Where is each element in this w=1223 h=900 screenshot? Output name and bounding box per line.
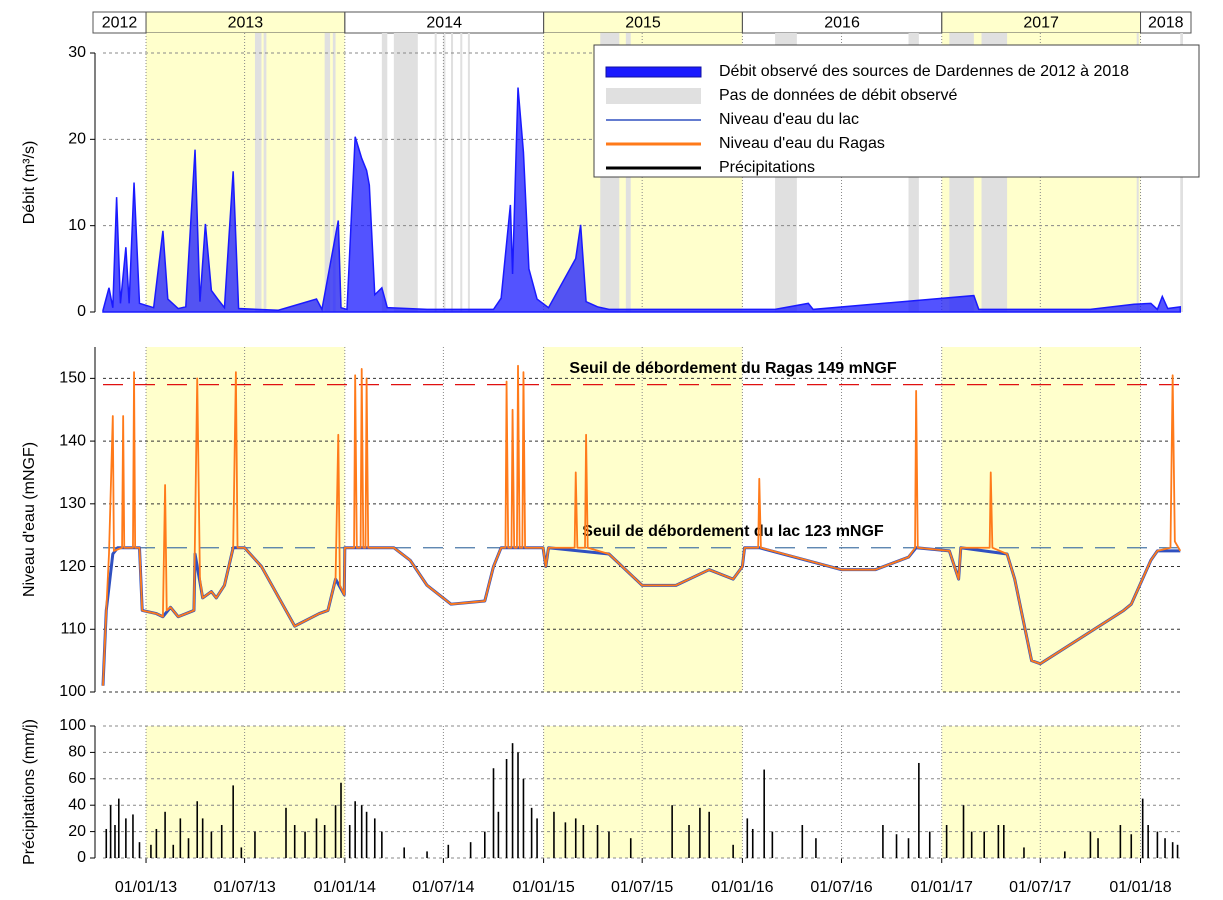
y-tick-label: 10 bbox=[68, 217, 86, 234]
y-tick-label: 20 bbox=[68, 823, 86, 840]
x-tick-label: 01/01/17 bbox=[911, 879, 973, 896]
y-tick-label: 120 bbox=[59, 558, 86, 575]
year-label: 2018 bbox=[1148, 15, 1184, 32]
year-label: 2013 bbox=[228, 15, 264, 32]
flow-area bbox=[102, 87, 1182, 313]
data-gap bbox=[263, 33, 267, 312]
threshold-label: Seuil de débordement du Ragas 149 mNGF bbox=[569, 360, 896, 377]
data-gap bbox=[460, 33, 463, 312]
legend-swatch bbox=[606, 88, 701, 104]
data-gap bbox=[443, 33, 446, 312]
y-tick-label: 30 bbox=[68, 44, 86, 61]
x-tick-label: 01/01/13 bbox=[115, 879, 177, 896]
data-gap bbox=[381, 33, 388, 312]
data-gap bbox=[451, 33, 454, 312]
year-label: 2016 bbox=[824, 15, 860, 32]
y-tick-label: 80 bbox=[68, 744, 86, 761]
y-axis-label: Débit (m³/s) bbox=[21, 141, 38, 225]
data-gap bbox=[332, 33, 336, 312]
legend-swatch bbox=[605, 66, 702, 78]
threshold-label: Seuil de débordement du lac 123 mNGF bbox=[582, 523, 884, 540]
legend: Débit observé des sources de Dardennes d… bbox=[593, 44, 1200, 178]
legend-label: Débit observé des sources de Dardennes d… bbox=[719, 63, 1129, 80]
x-tick-label: 01/01/14 bbox=[314, 879, 376, 896]
y-tick-label: 150 bbox=[59, 370, 86, 387]
y-tick-label: 100 bbox=[59, 717, 86, 734]
x-tick-label: 01/01/16 bbox=[711, 879, 773, 896]
y-tick-label: 0 bbox=[77, 303, 86, 320]
x-tick-label: 01/07/17 bbox=[1009, 879, 1071, 896]
y-tick-label: 140 bbox=[59, 432, 86, 449]
data-gap bbox=[393, 33, 418, 312]
y-tick-label: 40 bbox=[68, 796, 86, 813]
data-gap bbox=[254, 33, 262, 312]
year-shade bbox=[543, 726, 743, 858]
year-label: 2014 bbox=[426, 15, 462, 32]
legend-label: Niveau d'eau du lac bbox=[719, 111, 859, 128]
data-gap bbox=[467, 33, 470, 312]
x-tick-label: 01/07/16 bbox=[810, 879, 872, 896]
year-shade bbox=[941, 347, 1141, 692]
year-shade bbox=[146, 726, 345, 858]
x-tick-label: 01/01/15 bbox=[512, 879, 574, 896]
data-gap bbox=[434, 33, 437, 312]
legend-label: Pas de données de débit observé bbox=[719, 87, 958, 104]
year-label: 2015 bbox=[625, 15, 661, 32]
y-tick-label: 0 bbox=[77, 849, 86, 866]
y-tick-label: 100 bbox=[59, 683, 86, 700]
y-tick-label: 110 bbox=[60, 620, 86, 637]
y-tick-label: 60 bbox=[68, 770, 86, 787]
year-label: 2017 bbox=[1023, 15, 1059, 32]
year-label: 2012 bbox=[102, 15, 138, 32]
year-shade bbox=[941, 726, 1141, 858]
legend-label: Niveau d'eau du Ragas bbox=[719, 135, 885, 152]
y-axis-label: Précipitations (mm/j) bbox=[21, 719, 38, 865]
year-shade bbox=[543, 347, 743, 692]
x-tick-label: 01/07/15 bbox=[611, 879, 673, 896]
y-tick-label: 20 bbox=[68, 131, 86, 148]
legend-label: Précipitations bbox=[719, 159, 815, 176]
year-shade bbox=[146, 347, 345, 692]
year-shade bbox=[146, 33, 345, 312]
x-tick-label: 01/07/13 bbox=[213, 879, 275, 896]
x-tick-label: 01/01/18 bbox=[1109, 879, 1171, 896]
data-gap bbox=[324, 33, 331, 312]
x-tick-label: 01/07/14 bbox=[412, 879, 474, 896]
y-tick-label: 130 bbox=[59, 495, 86, 512]
y-axis-label: Niveau d'eau (mNGF) bbox=[21, 442, 38, 597]
level-line bbox=[102, 364, 1182, 686]
